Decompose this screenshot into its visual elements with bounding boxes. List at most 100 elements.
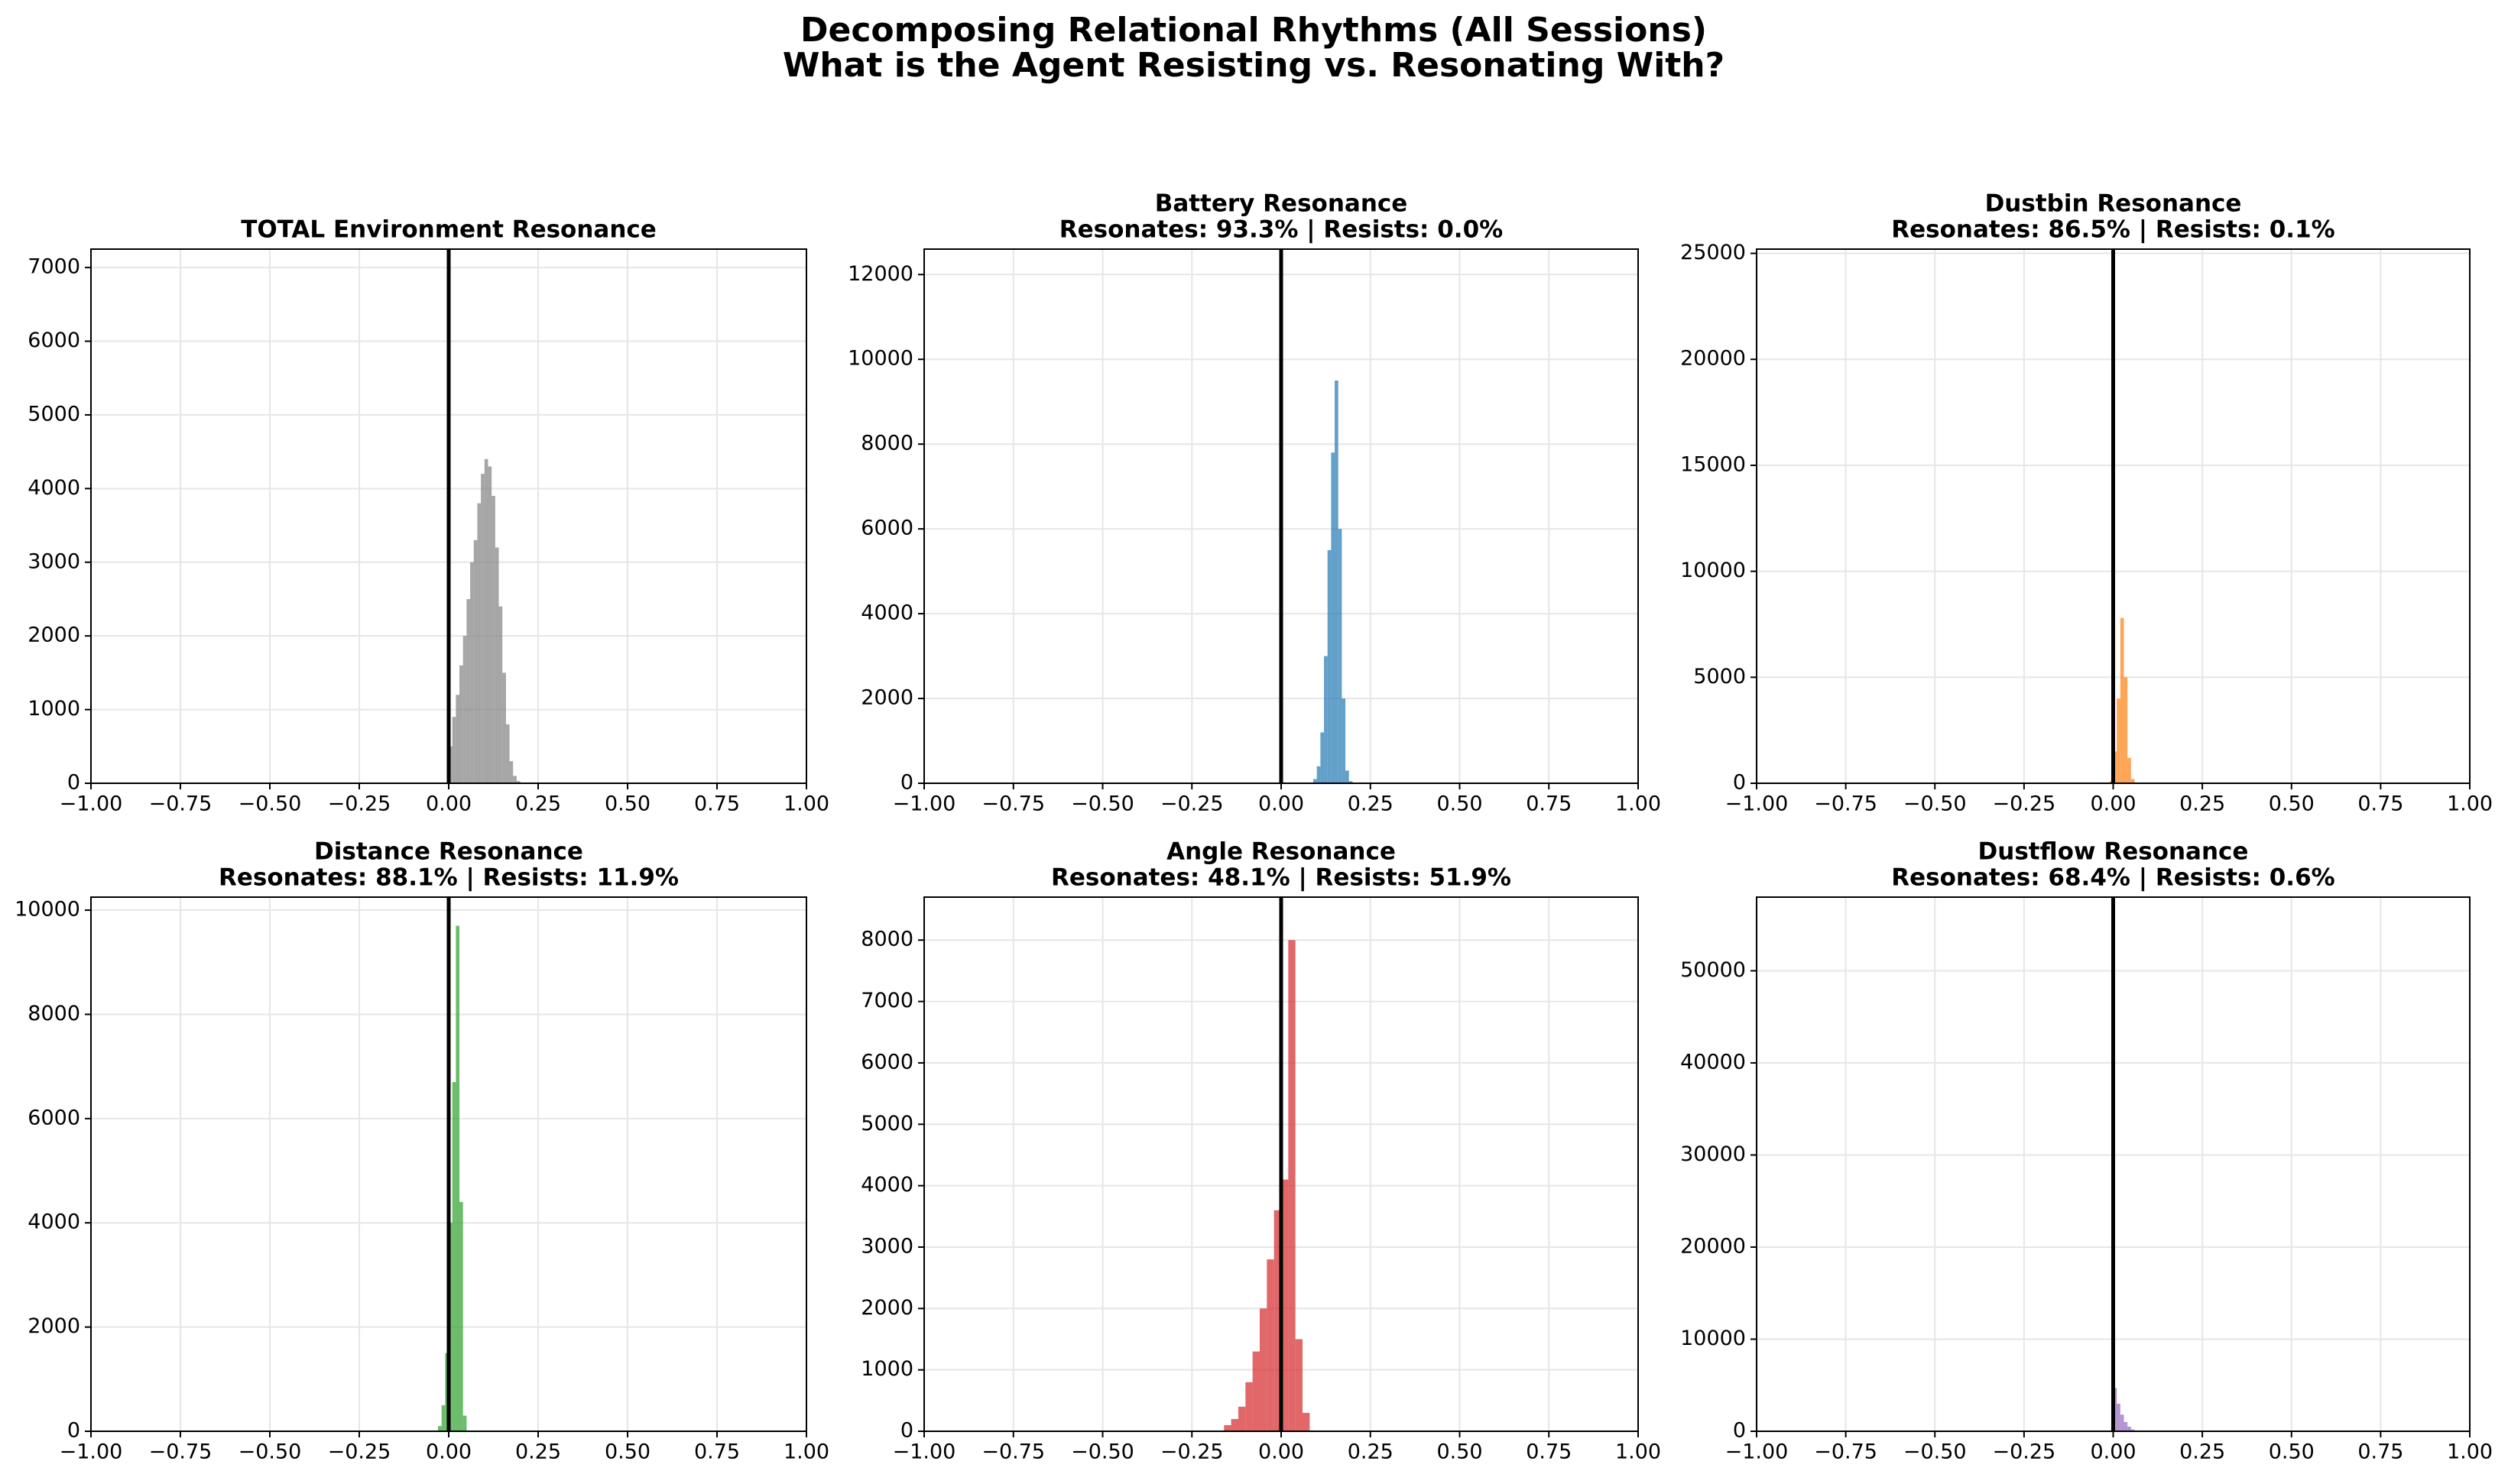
histogram-bar <box>481 474 485 783</box>
panel-subtitle: Resonates: 88.1% | Resists: 11.9% <box>219 864 679 892</box>
x-tick-label: 0.00 <box>426 1440 472 1464</box>
x-tick-label: −0.25 <box>1993 792 2056 816</box>
x-tick-label: 1.00 <box>2447 1440 2493 1464</box>
panel-subtitle: Resonates: 68.4% | Resists: 0.6% <box>1891 864 2334 892</box>
histogram-bar <box>1252 1351 1260 1431</box>
panel-title: TOTAL Environment Resonance <box>241 216 657 244</box>
y-tick-label: 20000 <box>1680 347 1746 371</box>
histogram-bar <box>516 781 521 783</box>
axes-frame <box>1756 896 2471 1432</box>
x-tick-label: 1.00 <box>784 792 829 816</box>
x-tick-label: 0.75 <box>1526 1440 1572 1464</box>
y-tick-label: 2000 <box>861 1296 913 1320</box>
x-tick-label: −1.00 <box>60 1440 123 1464</box>
x-tick-label: 0.75 <box>2357 1440 2403 1464</box>
y-tick-label: 0 <box>67 1419 80 1443</box>
histogram-bar <box>2127 1426 2131 1431</box>
y-tick-label: 6000 <box>28 1106 80 1129</box>
histogram-bar <box>1281 1179 1289 1431</box>
x-tick-label: 0.25 <box>2179 1440 2225 1464</box>
y-tick-label: 2000 <box>28 1314 80 1338</box>
x-tick-label: −1.00 <box>60 792 123 816</box>
histogram-bar <box>484 458 488 783</box>
histogram-bar <box>505 724 510 783</box>
histogram-bar <box>1303 1412 1310 1431</box>
x-tick-label: −0.75 <box>981 1440 1045 1464</box>
y-tick-label: 2000 <box>861 686 913 710</box>
histogram-bar <box>452 717 456 783</box>
y-tick-label: 2000 <box>28 624 80 647</box>
x-tick-label: −0.50 <box>1071 792 1134 816</box>
x-tick-label: 0.00 <box>426 792 472 816</box>
histogram-bar <box>1338 529 1342 783</box>
y-tick-label: 6000 <box>861 1050 913 1074</box>
histogram-bar <box>441 1405 446 1431</box>
histogram-bar <box>1238 1406 1246 1431</box>
x-tick-label: −0.50 <box>238 792 302 816</box>
histogram-bar <box>1342 698 1346 783</box>
panel-subtitle: Resonates: 93.3% | Resists: 0.0% <box>1059 216 1503 244</box>
histogram-bar <box>1331 452 1335 783</box>
histogram-bar <box>2130 1429 2135 1431</box>
histogram-bar <box>473 539 478 783</box>
histogram-bar <box>2120 1414 2124 1431</box>
y-tick-label: 6000 <box>28 329 80 352</box>
y-tick-label: 20000 <box>1680 1234 1746 1258</box>
x-tick-label: −0.50 <box>1903 1440 1967 1464</box>
histogram-bar <box>2124 1421 2128 1431</box>
histogram-bar <box>1273 1210 1281 1431</box>
x-tick-label: −1.00 <box>1725 1440 1789 1464</box>
x-tick-label: 0.75 <box>694 1440 740 1464</box>
y-tick-label: 7000 <box>28 255 80 279</box>
x-tick-label: 1.00 <box>784 1440 829 1464</box>
x-tick-label: 0.50 <box>2269 1440 2315 1464</box>
x-tick-label: 0.50 <box>605 792 651 816</box>
histogram-bar <box>1224 1424 1231 1431</box>
x-tick-label: 0.00 <box>2090 1440 2136 1464</box>
y-tick-label: 10000 <box>848 347 913 371</box>
histogram-bar <box>1345 770 1349 783</box>
y-tick-label: 12000 <box>848 262 913 286</box>
histogram-bar <box>1320 732 1325 783</box>
axes-frame <box>90 248 807 784</box>
x-tick-label: 0.25 <box>515 1440 561 1464</box>
histogram-bar <box>2120 617 2124 783</box>
y-tick-label: 30000 <box>1680 1142 1746 1166</box>
histogram-bar <box>1288 940 1296 1431</box>
x-tick-label: −0.75 <box>1814 792 1877 816</box>
y-tick-label: 40000 <box>1680 1050 1746 1074</box>
histogram-bar <box>513 776 517 783</box>
y-tick-label: 0 <box>900 771 913 795</box>
y-tick-label: 1000 <box>28 697 80 721</box>
histogram-bar <box>456 695 460 783</box>
x-tick-label: 0.25 <box>515 792 561 816</box>
histogram-bar <box>1259 1308 1267 1431</box>
y-tick-label: 50000 <box>1680 958 1746 982</box>
panel-subtitle: Resonates: 48.1% | Resists: 51.9% <box>1051 864 1511 892</box>
y-tick-label: 5000 <box>1693 665 1746 689</box>
y-tick-label: 6000 <box>861 517 913 540</box>
histogram-bar <box>2130 779 2135 783</box>
y-tick-label: 0 <box>1733 771 1746 795</box>
y-tick-label: 10000 <box>15 898 80 922</box>
histogram-bar <box>477 503 482 783</box>
y-tick-label: 4000 <box>28 1210 80 1234</box>
histogram-bar <box>1327 549 1332 783</box>
histogram-bar <box>1231 1418 1238 1431</box>
x-tick-label: 0.75 <box>694 792 740 816</box>
y-tick-label: 4000 <box>861 1173 913 1197</box>
histogram-bar <box>456 925 460 1431</box>
histogram-bar <box>1295 1339 1303 1431</box>
y-tick-label: 3000 <box>28 549 80 573</box>
histogram-bar <box>452 1082 456 1431</box>
x-tick-label: 0.00 <box>1258 1440 1304 1464</box>
histogram-bar <box>2117 698 2120 783</box>
y-tick-label: 5000 <box>861 1112 913 1136</box>
histogram-bar <box>462 1415 467 1431</box>
histogram-bar <box>2127 757 2131 783</box>
x-tick-label: 1.00 <box>1615 1440 1661 1464</box>
x-tick-label: −0.75 <box>149 792 213 816</box>
histogram-bar <box>2117 1403 2120 1431</box>
